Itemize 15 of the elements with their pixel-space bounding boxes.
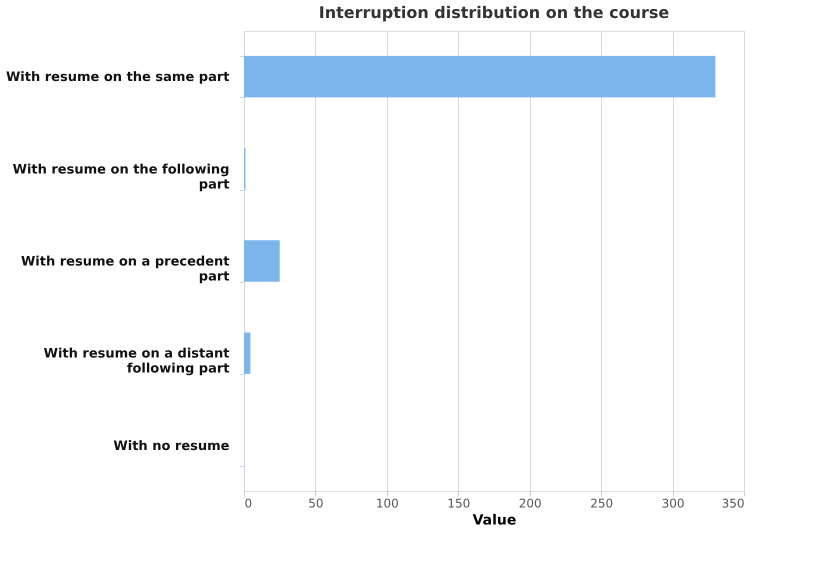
chart-title: Interruption distribution on the course xyxy=(318,3,670,22)
y-tick-label: With resume on a precedent part xyxy=(20,254,230,284)
y-tick-label: With resume on the same part xyxy=(6,70,230,86)
x-tick-label: 200 xyxy=(518,496,542,510)
y-tick-label: With no resume xyxy=(113,438,230,454)
x-tick-label: 250 xyxy=(590,496,614,510)
x-tick-label: 0 xyxy=(244,496,252,510)
x-tick-label: 300 xyxy=(662,496,685,510)
x-tick-label: 350 xyxy=(722,496,744,510)
x-tick-label: 100 xyxy=(376,496,399,510)
y-tick-label: With resume on the following part xyxy=(12,162,230,192)
x-axis-title: Value xyxy=(472,512,516,528)
x-tick-label: 150 xyxy=(447,496,470,510)
y-tick-label: With resume on a distant following part xyxy=(44,346,230,377)
x-tick-label: 50 xyxy=(308,496,324,510)
